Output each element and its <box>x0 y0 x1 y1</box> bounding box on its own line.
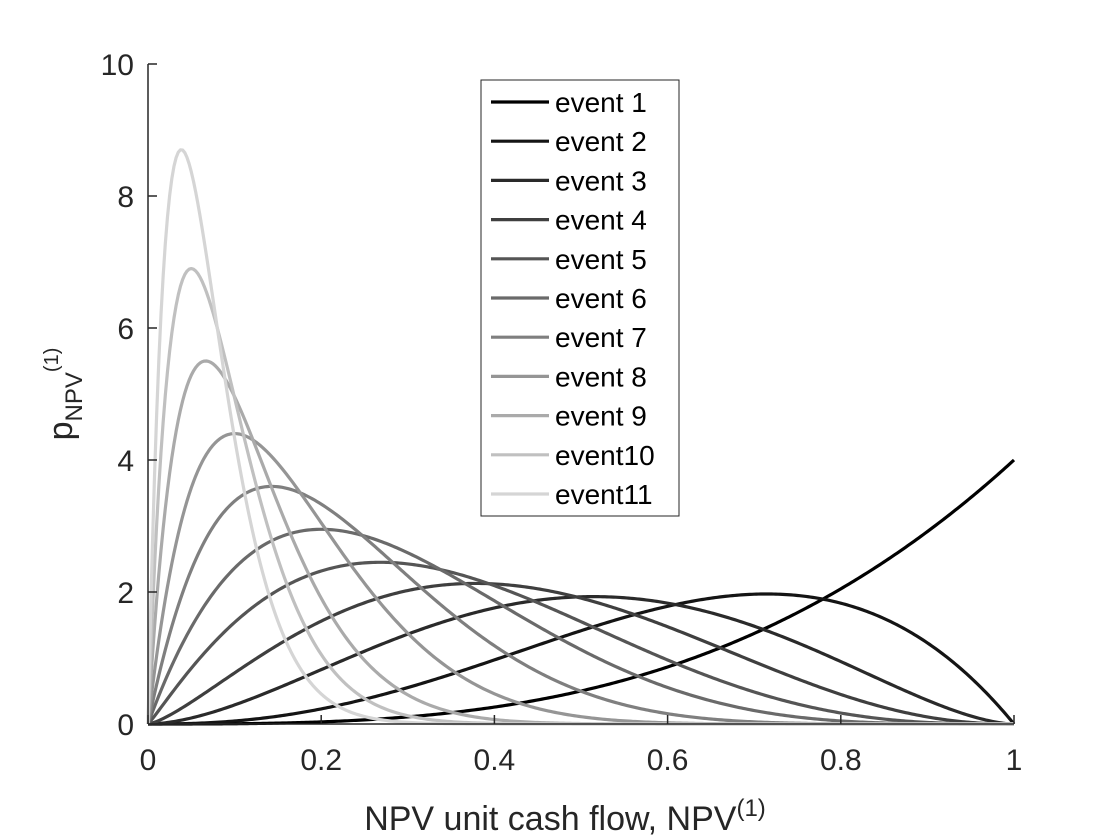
y-ticks: 0 2 4 6 8 10 <box>101 49 157 742</box>
legend-label: event 2 <box>555 126 647 157</box>
y-tick-label: 2 <box>117 577 134 610</box>
series-line-4 <box>147 581 1014 726</box>
x-tick-label: 0.2 <box>300 744 342 777</box>
x-tick-label: 0 <box>140 744 157 777</box>
x-ticks: 0 0.2 0.4 0.6 0.8 1 <box>140 715 1023 777</box>
y-tick-label: 4 <box>117 445 134 478</box>
series-line-2 <box>148 592 1016 726</box>
legend-label: event 9 <box>555 401 647 432</box>
axes <box>147 64 1014 725</box>
x-axis-title: NPV unit cash flow, NPV(1) <box>364 795 766 838</box>
x-tick-label: 1 <box>1006 744 1023 777</box>
legend-label: event10 <box>555 440 655 471</box>
legend: event 1 event 2 event 3 event 4 event 5 event… <box>480 79 680 517</box>
legend-label: event 6 <box>555 283 647 314</box>
legend-label: event11 <box>555 479 653 510</box>
legend-label: event 7 <box>555 322 647 353</box>
legend-label: event 8 <box>555 361 647 392</box>
y-axis-title: pNPV(1) <box>41 348 88 441</box>
legend-items: event 1 event 2 event 3 event 4 event 5 event… <box>491 87 655 510</box>
series-line-5 <box>146 560 1014 726</box>
y-tick-label: 10 <box>101 49 134 82</box>
x-tick-label: 0.4 <box>474 744 516 777</box>
legend-label: event 4 <box>555 205 647 236</box>
y-tick-label: 0 <box>117 709 134 742</box>
legend-label: event 5 <box>555 244 647 275</box>
x-tick-label: 0.8 <box>820 744 862 777</box>
y-tick-label: 6 <box>117 313 134 346</box>
x-tick-label: 0.6 <box>647 744 689 777</box>
legend-label: event 3 <box>555 165 647 196</box>
legend-label: event 1 <box>555 87 647 118</box>
y-tick-label: 8 <box>117 181 134 214</box>
